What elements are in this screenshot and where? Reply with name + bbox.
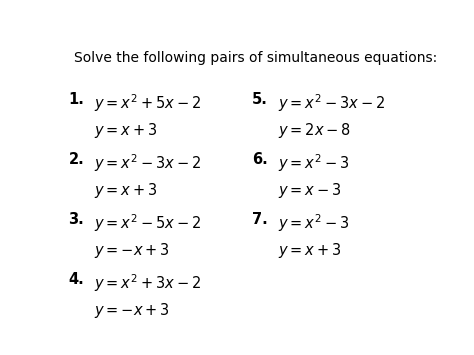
- Text: $y = x^2 - 3$: $y = x^2 - 3$: [278, 152, 349, 174]
- Text: 2.: 2.: [68, 152, 84, 167]
- Text: $y = {-x} + 3$: $y = {-x} + 3$: [94, 301, 170, 320]
- Text: 5.: 5.: [252, 92, 268, 107]
- Text: $y = x^2 - 3x - 2$: $y = x^2 - 3x - 2$: [278, 92, 385, 114]
- Text: $y = x^2 - 3x - 2$: $y = x^2 - 3x - 2$: [94, 152, 201, 174]
- Text: $y = 2x - 8$: $y = 2x - 8$: [278, 120, 351, 140]
- Text: $y = x + 3$: $y = x + 3$: [94, 181, 158, 200]
- Text: 7.: 7.: [252, 212, 268, 227]
- Text: $y = x + 3$: $y = x + 3$: [94, 120, 158, 140]
- Text: 4.: 4.: [68, 272, 84, 287]
- Text: $y = x^2 - 5x - 2$: $y = x^2 - 5x - 2$: [94, 212, 201, 234]
- Text: Solve the following pairs of simultaneous equations:: Solve the following pairs of simultaneou…: [74, 51, 437, 65]
- Text: $y = {-x} + 3$: $y = {-x} + 3$: [94, 241, 170, 260]
- Text: $y = x + 3$: $y = x + 3$: [278, 241, 341, 260]
- Text: 6.: 6.: [252, 152, 268, 167]
- Text: 1.: 1.: [68, 92, 84, 107]
- Text: 3.: 3.: [68, 212, 84, 227]
- Text: $y = x^2 - 3$: $y = x^2 - 3$: [278, 212, 349, 234]
- Text: $y = x^2 + 5x - 2$: $y = x^2 + 5x - 2$: [94, 92, 201, 114]
- Text: $y = x^2 + 3x - 2$: $y = x^2 + 3x - 2$: [94, 272, 201, 294]
- Text: $y = x - 3$: $y = x - 3$: [278, 181, 341, 200]
